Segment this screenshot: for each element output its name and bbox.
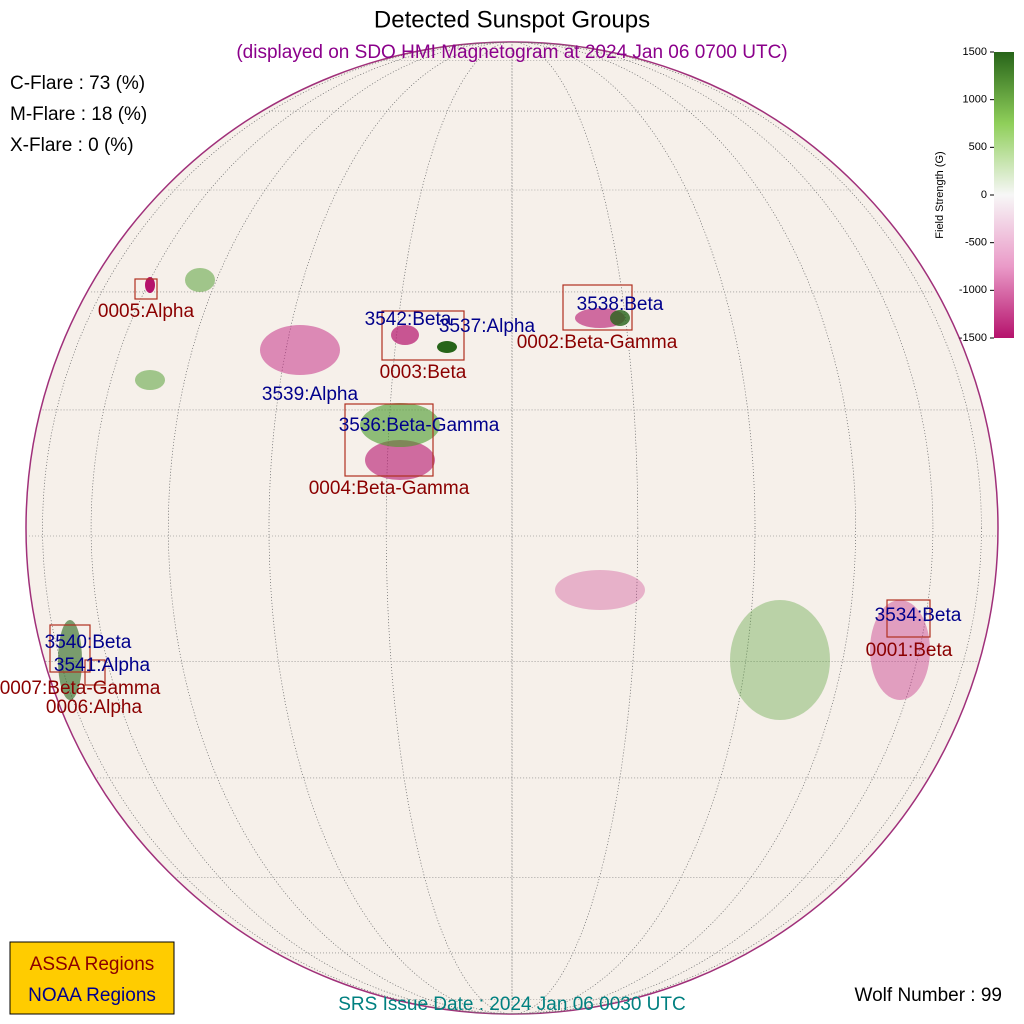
- subtitle: (displayed on SDO HMI Magnetogram at 202…: [236, 42, 787, 63]
- legend-box: [9, 941, 175, 1015]
- noaa-region-label: 3541:Alpha: [54, 655, 151, 676]
- region-box: [381, 310, 465, 361]
- assa-region-label: 0005:Alpha: [98, 301, 195, 322]
- colorbar: [994, 52, 1014, 338]
- flare-probability: M-Flare : 18 (%): [10, 104, 147, 125]
- meridian: [385, 42, 639, 1014]
- region-box: [886, 599, 931, 638]
- magnetogram-features: [58, 268, 930, 720]
- flare-probability: C-Flare : 73 (%): [10, 73, 145, 94]
- assa-region-label: 0001:Beta: [866, 640, 953, 661]
- noaa-region-label: 3536:Beta-Gamma: [339, 415, 500, 436]
- meridian: [42, 42, 982, 1014]
- noaa-region-label: 3539:Alpha: [262, 384, 359, 405]
- flare-probability: X-Flare : 0 (%): [10, 135, 134, 156]
- colorbar-tick-label: 1500: [963, 46, 987, 58]
- noaa-region-label: 3540:Beta: [45, 632, 132, 653]
- legend-entry: NOAA Regions: [28, 985, 156, 1006]
- noaa-region-label: 3538:Beta: [577, 294, 664, 315]
- noaa-region-label: 3542:Beta: [365, 309, 452, 330]
- assa-region-label: 0007:Beta-Gamma: [0, 678, 161, 699]
- title: Detected Sunspot Groups: [374, 6, 650, 33]
- meridian: [168, 42, 856, 1014]
- noaa-region-label: 3534:Beta: [875, 605, 962, 626]
- assa-region-label: 0006:Alpha: [46, 697, 143, 718]
- colorbar-tick-label: 0: [981, 189, 987, 201]
- wolf-number: Wolf Number : 99: [855, 985, 1002, 1006]
- colorbar-tick-label: -1500: [959, 332, 987, 344]
- assa-region-label: 0004:Beta-Gamma: [309, 478, 470, 499]
- region-box: [84, 659, 106, 686]
- region-box: [49, 624, 91, 673]
- meridian: [268, 42, 756, 1014]
- srs-date: SRS Issue Date : 2024 Jan 06 0030 UTC: [338, 994, 685, 1015]
- region-box: [562, 284, 633, 331]
- colorbar-tick-label: 500: [969, 141, 987, 153]
- region-box: [344, 403, 434, 477]
- legend-entry: ASSA Regions: [30, 954, 155, 975]
- colorbar-tick-label: 1000: [963, 94, 987, 106]
- assa-region-label: 0002:Beta-Gamma: [517, 332, 678, 353]
- meridian: [90, 42, 934, 1014]
- colorbar-label: Field Strength (G): [934, 151, 946, 238]
- colorbar-tick-label: -500: [965, 237, 987, 249]
- assa-region-label: 0003:Beta: [380, 362, 467, 383]
- solar-disk: [25, 41, 999, 1015]
- region-box: [134, 278, 158, 300]
- noaa-region-label: 3537:Alpha: [439, 316, 536, 337]
- colorbar-tick-label: -1000: [959, 284, 987, 296]
